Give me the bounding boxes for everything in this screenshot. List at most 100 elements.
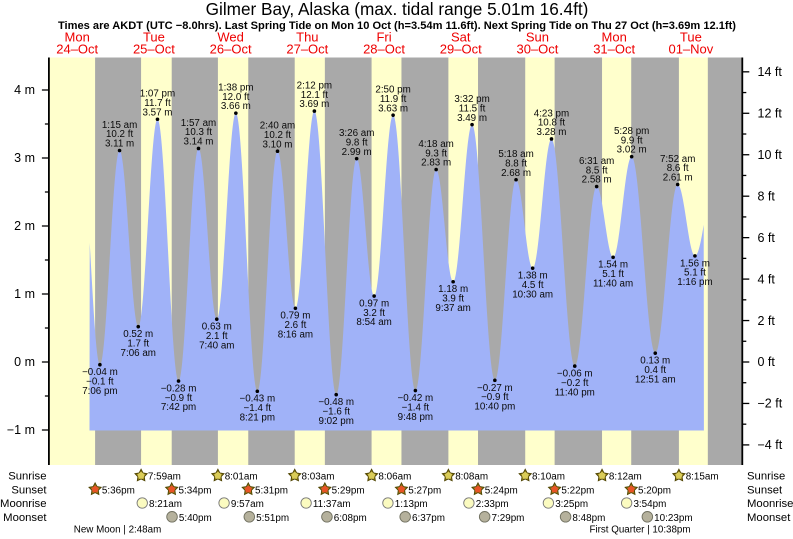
svg-text:9.3 ft: 9.3 ft (425, 148, 447, 159)
svg-text:3.66 m: 3.66 m (221, 101, 251, 112)
svg-text:First Quarter | 10:38pm: First Quarter | 10:38pm (589, 525, 690, 536)
svg-text:3.57 m: 3.57 m (143, 107, 173, 118)
svg-text:−0.1 ft: −0.1 ft (86, 377, 114, 388)
svg-text:Sunset: Sunset (11, 484, 47, 496)
svg-text:3.28 m: 3.28 m (537, 127, 567, 138)
svg-text:1:07 pm: 1:07 pm (140, 89, 175, 100)
svg-text:11:37am: 11:37am (313, 499, 351, 510)
svg-text:2.61 m: 2.61 m (663, 173, 693, 184)
svg-text:3.2 ft: 3.2 ft (363, 308, 385, 319)
svg-text:30–Oct: 30–Oct (516, 42, 558, 57)
svg-text:Mon: Mon (602, 30, 627, 45)
svg-text:5:24pm: 5:24pm (485, 485, 518, 496)
svg-text:−2 ft: −2 ft (758, 397, 783, 411)
svg-text:Sunset: Sunset (747, 484, 783, 496)
svg-text:8:15am: 8:15am (686, 472, 719, 483)
svg-text:4 ft: 4 ft (758, 272, 776, 286)
svg-text:7:52 am: 7:52 am (660, 154, 695, 165)
svg-text:9:57am: 9:57am (231, 499, 264, 510)
svg-text:9.8 ft: 9.8 ft (346, 137, 368, 148)
svg-text:8:10am: 8:10am (532, 472, 565, 483)
svg-text:0.13 m: 0.13 m (640, 356, 670, 367)
svg-text:5:20pm: 5:20pm (638, 485, 671, 496)
svg-text:−1.4 ft: −1.4 ft (244, 403, 272, 414)
svg-text:7:59am: 7:59am (148, 472, 181, 483)
svg-text:9.9 ft: 9.9 ft (621, 135, 643, 146)
svg-text:2.68 m: 2.68 m (501, 168, 531, 179)
svg-text:−1 m: −1 m (7, 423, 35, 437)
svg-text:1.18 m: 1.18 m (438, 284, 468, 295)
svg-text:2.58 m: 2.58 m (582, 175, 612, 186)
svg-text:0.52 m: 0.52 m (123, 329, 153, 340)
svg-text:−0.04 m: −0.04 m (82, 367, 118, 378)
svg-text:2:12 pm: 2:12 pm (297, 80, 332, 91)
svg-text:−1.6 ft: −1.6 ft (322, 406, 350, 417)
svg-text:3.49 m: 3.49 m (457, 113, 487, 124)
svg-text:2 ft: 2 ft (758, 314, 776, 328)
svg-text:3:26 am: 3:26 am (339, 128, 374, 139)
svg-text:7:06 am: 7:06 am (121, 348, 156, 359)
svg-text:Sunrise: Sunrise (8, 471, 46, 483)
svg-text:6:31 am: 6:31 am (579, 156, 614, 167)
svg-text:5:22pm: 5:22pm (561, 485, 594, 496)
svg-text:4:18 am: 4:18 am (418, 139, 453, 150)
svg-text:Tue: Tue (680, 30, 702, 45)
svg-text:Moonrise: Moonrise (747, 498, 793, 510)
svg-text:10:23pm: 10:23pm (654, 513, 692, 524)
svg-text:12.0 ft: 12.0 ft (222, 92, 250, 103)
svg-text:8:12am: 8:12am (609, 472, 642, 483)
svg-text:5:40pm: 5:40pm (179, 513, 212, 524)
svg-text:3.63 m: 3.63 m (378, 103, 408, 114)
svg-text:5:36pm: 5:36pm (102, 485, 135, 496)
svg-text:3:25pm: 3:25pm (555, 499, 588, 510)
svg-text:−0.9 ft: −0.9 ft (165, 393, 193, 404)
svg-text:Mon: Mon (65, 30, 90, 45)
svg-text:31–Oct: 31–Oct (593, 42, 635, 57)
svg-text:8.5 ft: 8.5 ft (586, 165, 608, 176)
svg-text:1.38 m: 1.38 m (518, 271, 548, 282)
svg-text:2.83 m: 2.83 m (421, 158, 451, 169)
svg-text:5:34pm: 5:34pm (179, 485, 212, 496)
svg-text:0.4 ft: 0.4 ft (644, 365, 666, 376)
svg-text:10.2 ft: 10.2 ft (264, 130, 292, 141)
svg-text:8 ft: 8 ft (758, 189, 776, 203)
svg-text:Gilmer Bay, Alaska (max. tidal: Gilmer Bay, Alaska (max. tidal range 5.0… (206, 0, 589, 19)
svg-text:9:48 pm: 9:48 pm (398, 412, 433, 423)
svg-text:3:54pm: 3:54pm (633, 499, 666, 510)
svg-text:10.3 ft: 10.3 ft (185, 127, 213, 138)
svg-text:2:33pm: 2:33pm (476, 499, 509, 510)
svg-text:12 ft: 12 ft (758, 106, 783, 120)
svg-text:12:51 am: 12:51 am (635, 374, 676, 385)
svg-text:1:38 pm: 1:38 pm (218, 82, 253, 93)
svg-text:8:03am: 8:03am (302, 472, 335, 483)
svg-text:5:29pm: 5:29pm (332, 485, 365, 496)
svg-text:7:06 pm: 7:06 pm (82, 386, 117, 397)
svg-text:1 m: 1 m (14, 287, 35, 301)
svg-text:12.1 ft: 12.1 ft (301, 90, 329, 101)
svg-text:Moonrise: Moonrise (0, 498, 46, 510)
svg-text:3.14 m: 3.14 m (184, 137, 214, 148)
svg-text:10.8 ft: 10.8 ft (538, 118, 566, 129)
svg-text:8:48pm: 8:48pm (572, 513, 605, 524)
svg-text:Wed: Wed (217, 30, 244, 45)
svg-text:2.99 m: 2.99 m (342, 147, 372, 158)
svg-text:−0.2 ft: −0.2 ft (561, 378, 589, 389)
svg-text:8:08am: 8:08am (455, 472, 488, 483)
svg-text:8:21 pm: 8:21 pm (240, 412, 275, 423)
svg-text:10 ft: 10 ft (758, 148, 783, 162)
svg-text:5:51pm: 5:51pm (256, 513, 289, 524)
svg-text:3:32 pm: 3:32 pm (454, 94, 489, 105)
svg-text:3.11 m: 3.11 m (105, 139, 134, 150)
svg-text:Thu: Thu (296, 30, 318, 45)
svg-text:26–Oct: 26–Oct (210, 42, 252, 57)
svg-text:−0.9 ft: −0.9 ft (481, 392, 509, 403)
svg-text:0 ft: 0 ft (758, 355, 776, 369)
svg-text:1.56 m: 1.56 m (680, 258, 710, 269)
svg-text:5:28 pm: 5:28 pm (614, 126, 649, 137)
svg-text:3 m: 3 m (14, 151, 35, 165)
svg-text:8:21am: 8:21am (149, 499, 182, 510)
svg-text:7:40 am: 7:40 am (199, 340, 234, 351)
svg-text:3.02 m: 3.02 m (617, 145, 647, 156)
svg-text:Moonset: Moonset (747, 512, 791, 524)
svg-text:3.69 m: 3.69 m (299, 99, 329, 110)
